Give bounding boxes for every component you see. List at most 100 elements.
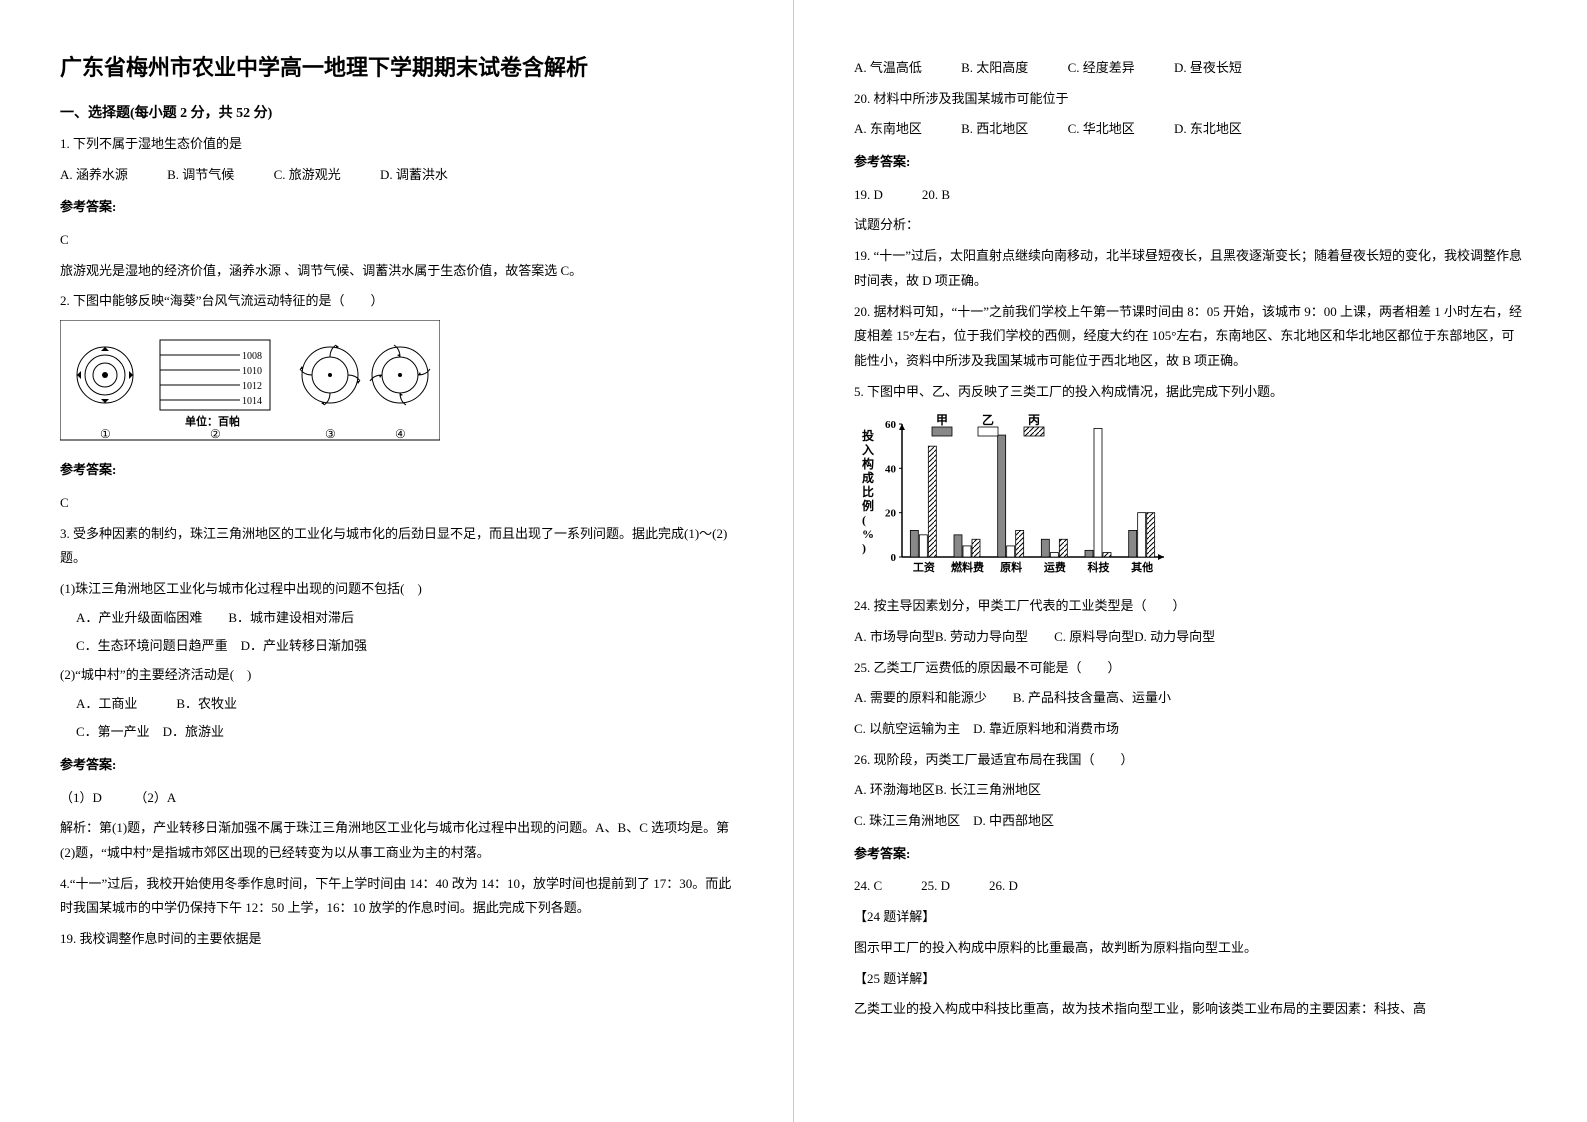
q3-ans: （1）D （2）A: [60, 786, 733, 811]
section-heading: 一、选择题(每小题 2 分，共 52 分): [60, 102, 733, 122]
q26-opts-row2: C. 珠江三角洲地区 D. 中西部地区: [854, 809, 1527, 834]
q3-sub1-opt-row1: A．产业升级面临困难 B．城市建设相对滞后: [76, 606, 733, 631]
q3-sub1: (1)珠江三角洲地区工业化与城市化过程中出现的问题不包括( ): [60, 577, 733, 602]
q24-opt-d: D. 动力导向型: [1134, 629, 1215, 644]
bar-chart: 投入构成比例(%)0204060工资燃料费原料运费科技其他甲乙丙: [854, 412, 1174, 582]
svg-text:(: (: [862, 513, 866, 527]
q20-opt-b: B. 西北地区: [961, 117, 1028, 142]
q20-opt-a: A. 东南地区: [854, 117, 922, 142]
svg-text:比: 比: [862, 484, 874, 499]
svg-text:1008: 1008: [242, 351, 262, 362]
q26-opt-a: A. 环渤海地区: [854, 782, 935, 797]
q5-ref: 参考答案:: [854, 842, 1527, 867]
q4-ref: 参考答案:: [854, 150, 1527, 175]
q19-options: A. 气温高低 B. 太阳高度 C. 经度差异 D. 昼夜长短: [854, 56, 1527, 81]
svg-text:运费: 运费: [1044, 560, 1066, 574]
q3-intro: 3. 受多种因素的制约，珠江三角洲地区的工业化与城市化的后劲日显不足，而且出现了…: [60, 522, 733, 571]
q19-opt-b: B. 太阳高度: [961, 56, 1028, 81]
q1-opt-a: A. 涵养水源: [60, 163, 128, 188]
q26-opt-c: C. 珠江三角洲地区: [854, 813, 973, 828]
svg-text:1014: 1014: [242, 396, 262, 407]
q1-opt-c: C. 旅游观光: [274, 163, 341, 188]
svg-text:): ): [862, 541, 866, 555]
q4-intro: 4.“十一”过后，我校开始使用冬季作息时间，下午上学时间由 14：40 改为 1…: [60, 872, 733, 921]
svg-text:入: 入: [862, 443, 874, 457]
svg-text:②: ②: [210, 427, 221, 441]
q19-opt-d: D. 昼夜长短: [1174, 56, 1242, 81]
q26-opt-b: B. 长江三角洲地区: [935, 782, 1041, 797]
svg-text:投: 投: [862, 428, 874, 443]
q5-ex25: 乙类工业的投入构成中科技比重高，故为技术指向型工业，影响该类工业布局的主要因素：…: [854, 997, 1527, 1022]
q4-exp20: 20. 据材料可知，“十一”之前我们学校上午第一节课时间由 8：05 开始，该城…: [854, 300, 1527, 374]
q19-opt-a: A. 气温高低: [854, 56, 922, 81]
q19-opt-c: C. 经度差异: [1068, 56, 1135, 81]
q5-intro: 5. 下图中甲、乙、丙反映了三类工厂的投入构成情况，据此完成下列小题。: [854, 380, 1527, 405]
q2-ans: C: [60, 491, 733, 516]
q5-ex24: 图示甲工厂的投入构成中原料的比重最高，故判断为原料指向型工业。: [854, 936, 1527, 961]
q2-figure: 1008 1010 1012 1014单位：百帕 ① ② ③ ④: [60, 320, 733, 450]
svg-text:1012: 1012: [242, 381, 262, 392]
q1-stem: 1. 下列不属于湿地生态价值的是: [60, 132, 733, 157]
right-column: A. 气温高低 B. 太阳高度 C. 经度差异 D. 昼夜长短 20. 材料中所…: [794, 0, 1587, 1122]
q2-stem: 2. 下图中能够反映“海葵”台风气流运动特征的是（ ）: [60, 289, 733, 314]
q1-exp: 旅游观光是湿地的经济价值，涵养水源 、调节气候、调蓄洪水属于生态价值，故答案选 …: [60, 259, 733, 284]
svg-text:1010: 1010: [242, 366, 262, 377]
q3-sub2-opt-row2: C．第一产业 D．旅游业: [76, 720, 733, 745]
q1-ref: 参考答案:: [60, 195, 733, 220]
svg-text:燃料费: 燃料费: [950, 560, 984, 574]
page-title: 广东省梅州市农业中学高一地理下学期期末试卷含解析: [60, 50, 733, 82]
q20-options: A. 东南地区 B. 西北地区 C. 华北地区 D. 东北地区: [854, 117, 1527, 142]
svg-text:60: 60: [885, 419, 897, 431]
q4-ans: 19. D 20. B: [854, 183, 1527, 208]
svg-text:构: 构: [862, 456, 874, 471]
q20-opt-c: C. 华北地区: [1068, 117, 1135, 142]
q20-opt-d: D. 东北地区: [1174, 117, 1242, 142]
q2-ref: 参考答案:: [60, 458, 733, 483]
q25-opts-row1: A. 需要的原料和能源少 B. 产品科技含量高、运量小: [854, 686, 1527, 711]
svg-text:0: 0: [891, 552, 897, 564]
svg-text:40: 40: [885, 464, 897, 476]
q4-q19: 19. 我校调整作息时间的主要依据是: [60, 927, 733, 952]
q1-opt-b: B. 调节气候: [167, 163, 234, 188]
svg-text:丙: 丙: [1028, 413, 1040, 427]
q5-q26: 26. 现阶段，丙类工厂最适宜布局在我国（ ）: [854, 748, 1527, 773]
q26-opt-d: D. 中西部地区: [973, 813, 1054, 828]
svg-text:%: %: [862, 527, 874, 541]
q25-opt-d: D. 靠近原料地和消费市场: [973, 721, 1119, 736]
q5-q24: 24. 按主导因素划分，甲类工厂代表的工业类型是（ ）: [854, 594, 1527, 619]
q25-opt-c: C. 以航空运输为主: [854, 721, 973, 736]
svg-text:工资: 工资: [913, 560, 935, 574]
svg-text:原料: 原料: [1000, 560, 1022, 574]
q26-opts-row1: A. 环渤海地区B. 长江三角洲地区: [854, 778, 1527, 803]
q5-ex25-h: 【25 题详解】: [854, 967, 1527, 992]
q3-exp: 解析：第(1)题，产业转移日渐加强不属于珠江三角洲地区工业化与城市化过程中出现的…: [60, 816, 733, 865]
q3-sub1-opt-row2: C．生态环境问题日趋严重 D．产业转移日渐加强: [76, 634, 733, 659]
typhoon-figure: 1008 1010 1012 1014单位：百帕 ① ② ③ ④: [60, 320, 440, 450]
svg-text:成: 成: [862, 470, 874, 485]
q24-opt-b: B. 劳动力导向型: [935, 629, 1054, 644]
svg-text:③: ③: [325, 427, 336, 441]
q3-sub2: (2)“城中村”的主要经济活动是( ): [60, 663, 733, 688]
q3-ref: 参考答案:: [60, 753, 733, 778]
q24-opt-c: C. 原料导向型: [1054, 629, 1134, 644]
svg-text:科技: 科技: [1088, 560, 1111, 574]
q3-sub1-opts: A．产业升级面临困难 B．城市建设相对滞后 C．生态环境问题日趋严重 D．产业转…: [60, 606, 733, 659]
q25-opt-a: A. 需要的原料和能源少: [854, 690, 1013, 705]
q25-opt-b: B. 产品科技含量高、运量小: [1013, 690, 1171, 705]
svg-text:例: 例: [862, 498, 874, 513]
q24-opt-a: A. 市场导向型: [854, 629, 935, 644]
svg-text:④: ④: [395, 427, 406, 441]
q1-options: A. 涵养水源 B. 调节气候 C. 旅游观光 D. 调蓄洪水: [60, 163, 733, 188]
q3-sub2-opts: A．工商业 B．农牧业 C．第一产业 D．旅游业: [60, 692, 733, 745]
q1-ans: C: [60, 228, 733, 253]
q3-sub2-opt-row1: A．工商业 B．农牧业: [76, 692, 733, 717]
svg-text:①: ①: [100, 427, 111, 441]
svg-text:其他: 其他: [1131, 560, 1153, 574]
svg-text:甲: 甲: [936, 413, 948, 427]
svg-text:20: 20: [885, 508, 897, 520]
q4-q20: 20. 材料中所涉及我国某城市可能位于: [854, 87, 1527, 112]
q5-ans: 24. C 25. D 26. D: [854, 874, 1527, 899]
svg-text:单位：百帕: 单位：百帕: [185, 414, 240, 428]
q5-q25: 25. 乙类工厂运费低的原因最不可能是（ ）: [854, 656, 1527, 681]
q25-opts-row2: C. 以航空运输为主 D. 靠近原料地和消费市场: [854, 717, 1527, 742]
